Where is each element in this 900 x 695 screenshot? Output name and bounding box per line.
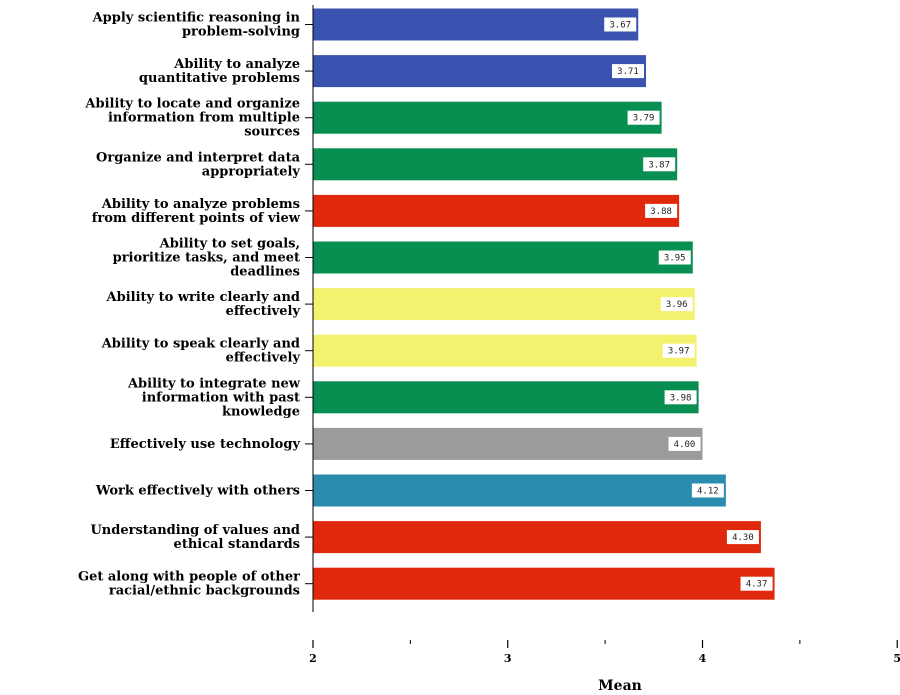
- bar: [313, 55, 647, 88]
- x-tick-label: 4: [699, 652, 707, 665]
- value-label: 3.95: [658, 250, 691, 265]
- value-label-text: 4.30: [732, 533, 754, 543]
- bar: [313, 521, 761, 554]
- value-label: 4.30: [726, 530, 759, 545]
- bar: [313, 8, 639, 41]
- value-label-box: [612, 64, 645, 79]
- category-labels-group: Apply scientific reasoning in problem-sol…: [78, 11, 313, 599]
- category-label: Ability to set goals, prioritize tasks, a…: [113, 237, 300, 280]
- value-label: 3.87: [643, 157, 676, 172]
- value-label-text: 4.37: [746, 580, 768, 590]
- x-tick-label: 2: [309, 652, 317, 665]
- value-label-text: 4.00: [674, 440, 696, 450]
- value-label-box: [627, 110, 660, 125]
- category-label: Ability to write clearly and effectively: [106, 290, 301, 319]
- bar: [313, 334, 697, 367]
- bar: [313, 101, 662, 134]
- category-label: Ability to locate and organize informatio…: [84, 97, 300, 140]
- bar: [313, 194, 680, 227]
- bars-group: [313, 8, 775, 600]
- value-label-text: 3.96: [666, 300, 688, 310]
- value-label-text: 4.12: [697, 487, 719, 497]
- value-label-text: 3.88: [650, 207, 672, 217]
- value-label-box: [668, 436, 701, 451]
- category-label: Effectively use technology: [110, 437, 301, 452]
- value-label-box: [740, 576, 773, 591]
- value-label: 3.71: [612, 64, 645, 79]
- value-label: 3.88: [645, 203, 678, 218]
- value-label: 3.97: [662, 343, 695, 358]
- value-label: 3.98: [664, 390, 697, 405]
- value-label-box: [660, 297, 693, 312]
- category-label: Understanding of values and ethical stand…: [90, 523, 300, 552]
- value-label: 4.37: [740, 576, 773, 591]
- category-label: Ability to analyze quantitative problems: [139, 57, 300, 86]
- value-label: 3.67: [604, 17, 637, 32]
- category-label: Ability to speak clearly and effectively: [101, 337, 301, 366]
- value-label-box: [691, 483, 724, 498]
- value-label: 4.12: [691, 483, 724, 498]
- value-label-box: [643, 157, 676, 172]
- value-label-text: 3.98: [670, 393, 692, 403]
- x-tick-label: 5: [893, 652, 900, 665]
- bar: [313, 241, 693, 274]
- value-label-box: [664, 390, 697, 405]
- value-label-text: 3.95: [664, 254, 686, 264]
- x-axis: 2 3 4 5: [309, 640, 900, 665]
- value-labels-group: 3.67 3.71 3.79 3.87 3.88 3.95 3.96 3.97 3.98 4.00…: [604, 17, 773, 591]
- bar: [313, 288, 695, 321]
- value-label: 4.00: [668, 436, 701, 451]
- category-label: Apply scientific reasoning in problem-sol…: [92, 11, 301, 40]
- value-label: 3.96: [660, 297, 693, 312]
- category-label: Organize and interpret data appropriately: [96, 150, 301, 179]
- value-label-box: [662, 343, 695, 358]
- category-label: Ability to integrate new information with…: [127, 376, 301, 419]
- value-label-text: 3.87: [648, 160, 670, 170]
- value-label-box: [658, 250, 691, 265]
- value-label-text: 3.79: [633, 114, 655, 124]
- bar: [313, 381, 699, 414]
- value-label-text: 3.67: [609, 21, 631, 31]
- value-label: 3.79: [627, 110, 660, 125]
- value-label-box: [726, 530, 759, 545]
- value-label-text: 3.97: [668, 347, 690, 357]
- x-axis-title: Mean: [598, 678, 642, 694]
- category-label: Work effectively with others: [95, 484, 300, 499]
- value-label-text: 3.71: [617, 67, 639, 77]
- value-label-box: [645, 203, 678, 218]
- category-label: Ability to analyze problems from differen…: [92, 197, 301, 226]
- bar: [313, 148, 678, 181]
- bar: [313, 474, 726, 507]
- category-label: Get along with people of other racial/eth…: [78, 570, 300, 599]
- x-tick-label: 3: [504, 652, 512, 665]
- bar: [313, 567, 775, 600]
- value-label-box: [604, 17, 637, 32]
- bar: [313, 427, 703, 460]
